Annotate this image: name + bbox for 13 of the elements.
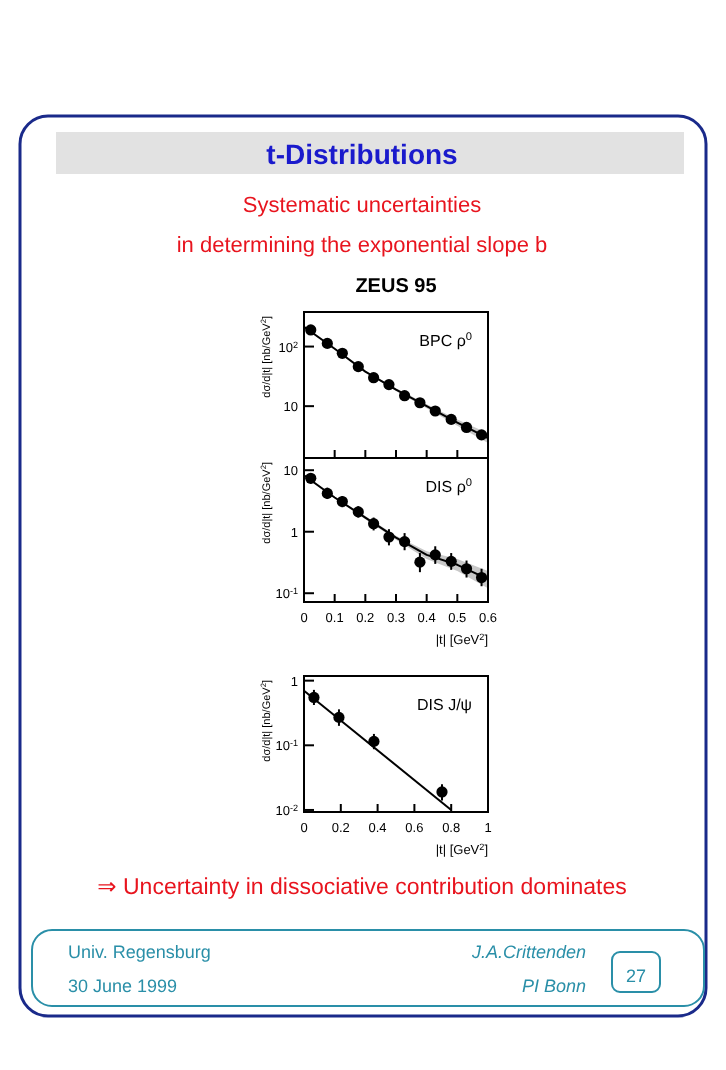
text: 30 June 1999 (68, 976, 178, 996)
annotation: DIS J/ψ (417, 696, 473, 714)
text: in determining the exponential slope b (176, 234, 548, 258)
text: Univ. Regensburg (68, 942, 211, 962)
annotation: DIS ρ$^{0}$ (425, 478, 472, 496)
annotation: BPC ρ$^{0}$ (419, 332, 472, 350)
text: t-Distributions (266, 138, 459, 170)
text: PI Bonn (521, 976, 586, 996)
text: Systematic uncertainties (242, 194, 483, 218)
chart-title: ZEUS 95 (355, 276, 438, 298)
text: J.A.Crittenden (469, 942, 586, 962)
text: 27 (625, 966, 647, 986)
text: ⇒ Uncertainty in dissociative contribution dominates (97, 876, 628, 900)
